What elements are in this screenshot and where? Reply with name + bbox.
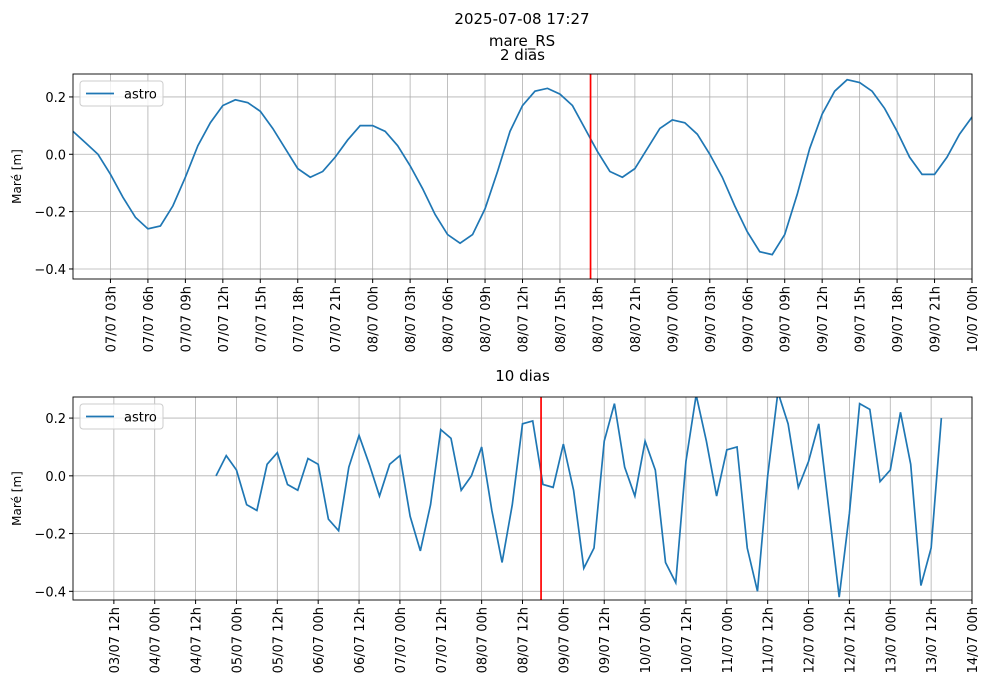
x-tick-label: 03/07 12h [108,607,123,673]
legend-box [79,403,164,430]
y-tick-label: 0.0 [45,148,66,163]
y-tick-label: −0.4 [34,263,66,278]
x-tick-label: 10/07 12h [680,607,695,673]
x-tick-label: 09/07 00h [666,286,681,352]
x-tick-label: 09/07 03h [704,286,719,352]
x-tick-label: 11/07 12h [762,607,777,673]
x-tick-label: 08/07 00h [367,286,382,352]
x-tick-label: 07/07 03h [104,286,119,352]
x-tick-label: 11/07 00h [721,607,736,673]
x-tick-label: 09/07 09h [779,286,794,352]
x-tick-label: 08/07 03h [404,286,419,352]
x-tick-label: 08/07 12h [517,286,532,352]
legend-label: astro [124,88,157,103]
figure-subtitle: mare_RS [489,32,555,51]
y-tick-label: 0.2 [45,412,66,427]
axes-frame [72,396,973,601]
x-tick-label: 07/07 15h [254,286,269,352]
x-tick-label: 09/07 06h [741,286,756,352]
y-tick-label: −0.4 [34,585,66,600]
x-tick-label: 14/07 00h [966,607,981,673]
x-tick-label: 07/07 21h [329,286,344,352]
figure-title: 2025-07-08 17:27 [454,10,589,28]
x-tick-label: 09/07 18h [891,286,906,352]
x-tick-label: 05/07 00h [230,607,245,673]
x-tick-label: 09/07 00h [557,607,572,673]
y-tick-label: −0.2 [34,528,66,543]
x-tick-label: 10/07 00h [966,286,981,352]
x-tick-label: 08/07 12h [517,607,532,673]
axes-title: 2 dias [500,46,545,64]
x-tick-label: 08/07 21h [629,286,644,352]
x-tick-label: 08/07 18h [591,286,606,352]
axes-frame [72,73,973,280]
x-tick-label: 08/07 15h [554,286,569,352]
x-tick-label: 07/07 18h [292,286,307,352]
x-tick-label: 13/07 00h [884,607,899,673]
x-tick-label: 07/07 00h [394,607,409,673]
x-tick-label: 09/07 21h [929,286,944,352]
x-tick-label: 07/07 06h [142,286,157,352]
x-tick-label: 06/07 00h [312,607,327,673]
x-tick-label: 04/07 00h [149,607,164,673]
y-tick-label: 0.0 [45,470,66,485]
x-tick-label: 05/07 12h [271,607,286,673]
x-tick-label: 06/07 12h [353,607,368,673]
x-tick-label: 07/07 12h [435,607,450,673]
x-tick-label: 04/07 12h [190,607,205,673]
y-axis-label: Maré [m] [10,149,24,204]
x-tick-label: 07/07 12h [217,286,232,352]
x-tick-label: 09/07 12h [816,286,831,352]
x-tick-label: 07/07 09h [179,286,194,352]
y-axis-label: Maré [m] [10,471,24,526]
x-tick-label: 08/07 06h [442,286,457,352]
x-tick-label: 08/07 09h [479,286,494,352]
series-line [73,78,972,256]
x-tick-label: 08/07 00h [476,607,491,673]
x-tick-label: 12/07 12h [843,607,858,673]
x-tick-label: 09/07 15h [854,286,869,352]
x-tick-label: 10/07 00h [639,607,654,673]
legend-label: astro [124,411,157,426]
x-tick-label: 09/07 12h [598,607,613,673]
legend-box [79,80,164,107]
x-tick-label: 12/07 00h [803,607,818,673]
y-tick-label: −0.2 [34,206,66,221]
y-tick-label: 0.2 [45,91,66,106]
axes-title: 10 dias [495,367,550,385]
x-tick-label: 13/07 12h [925,607,940,673]
series-line [215,397,943,598]
